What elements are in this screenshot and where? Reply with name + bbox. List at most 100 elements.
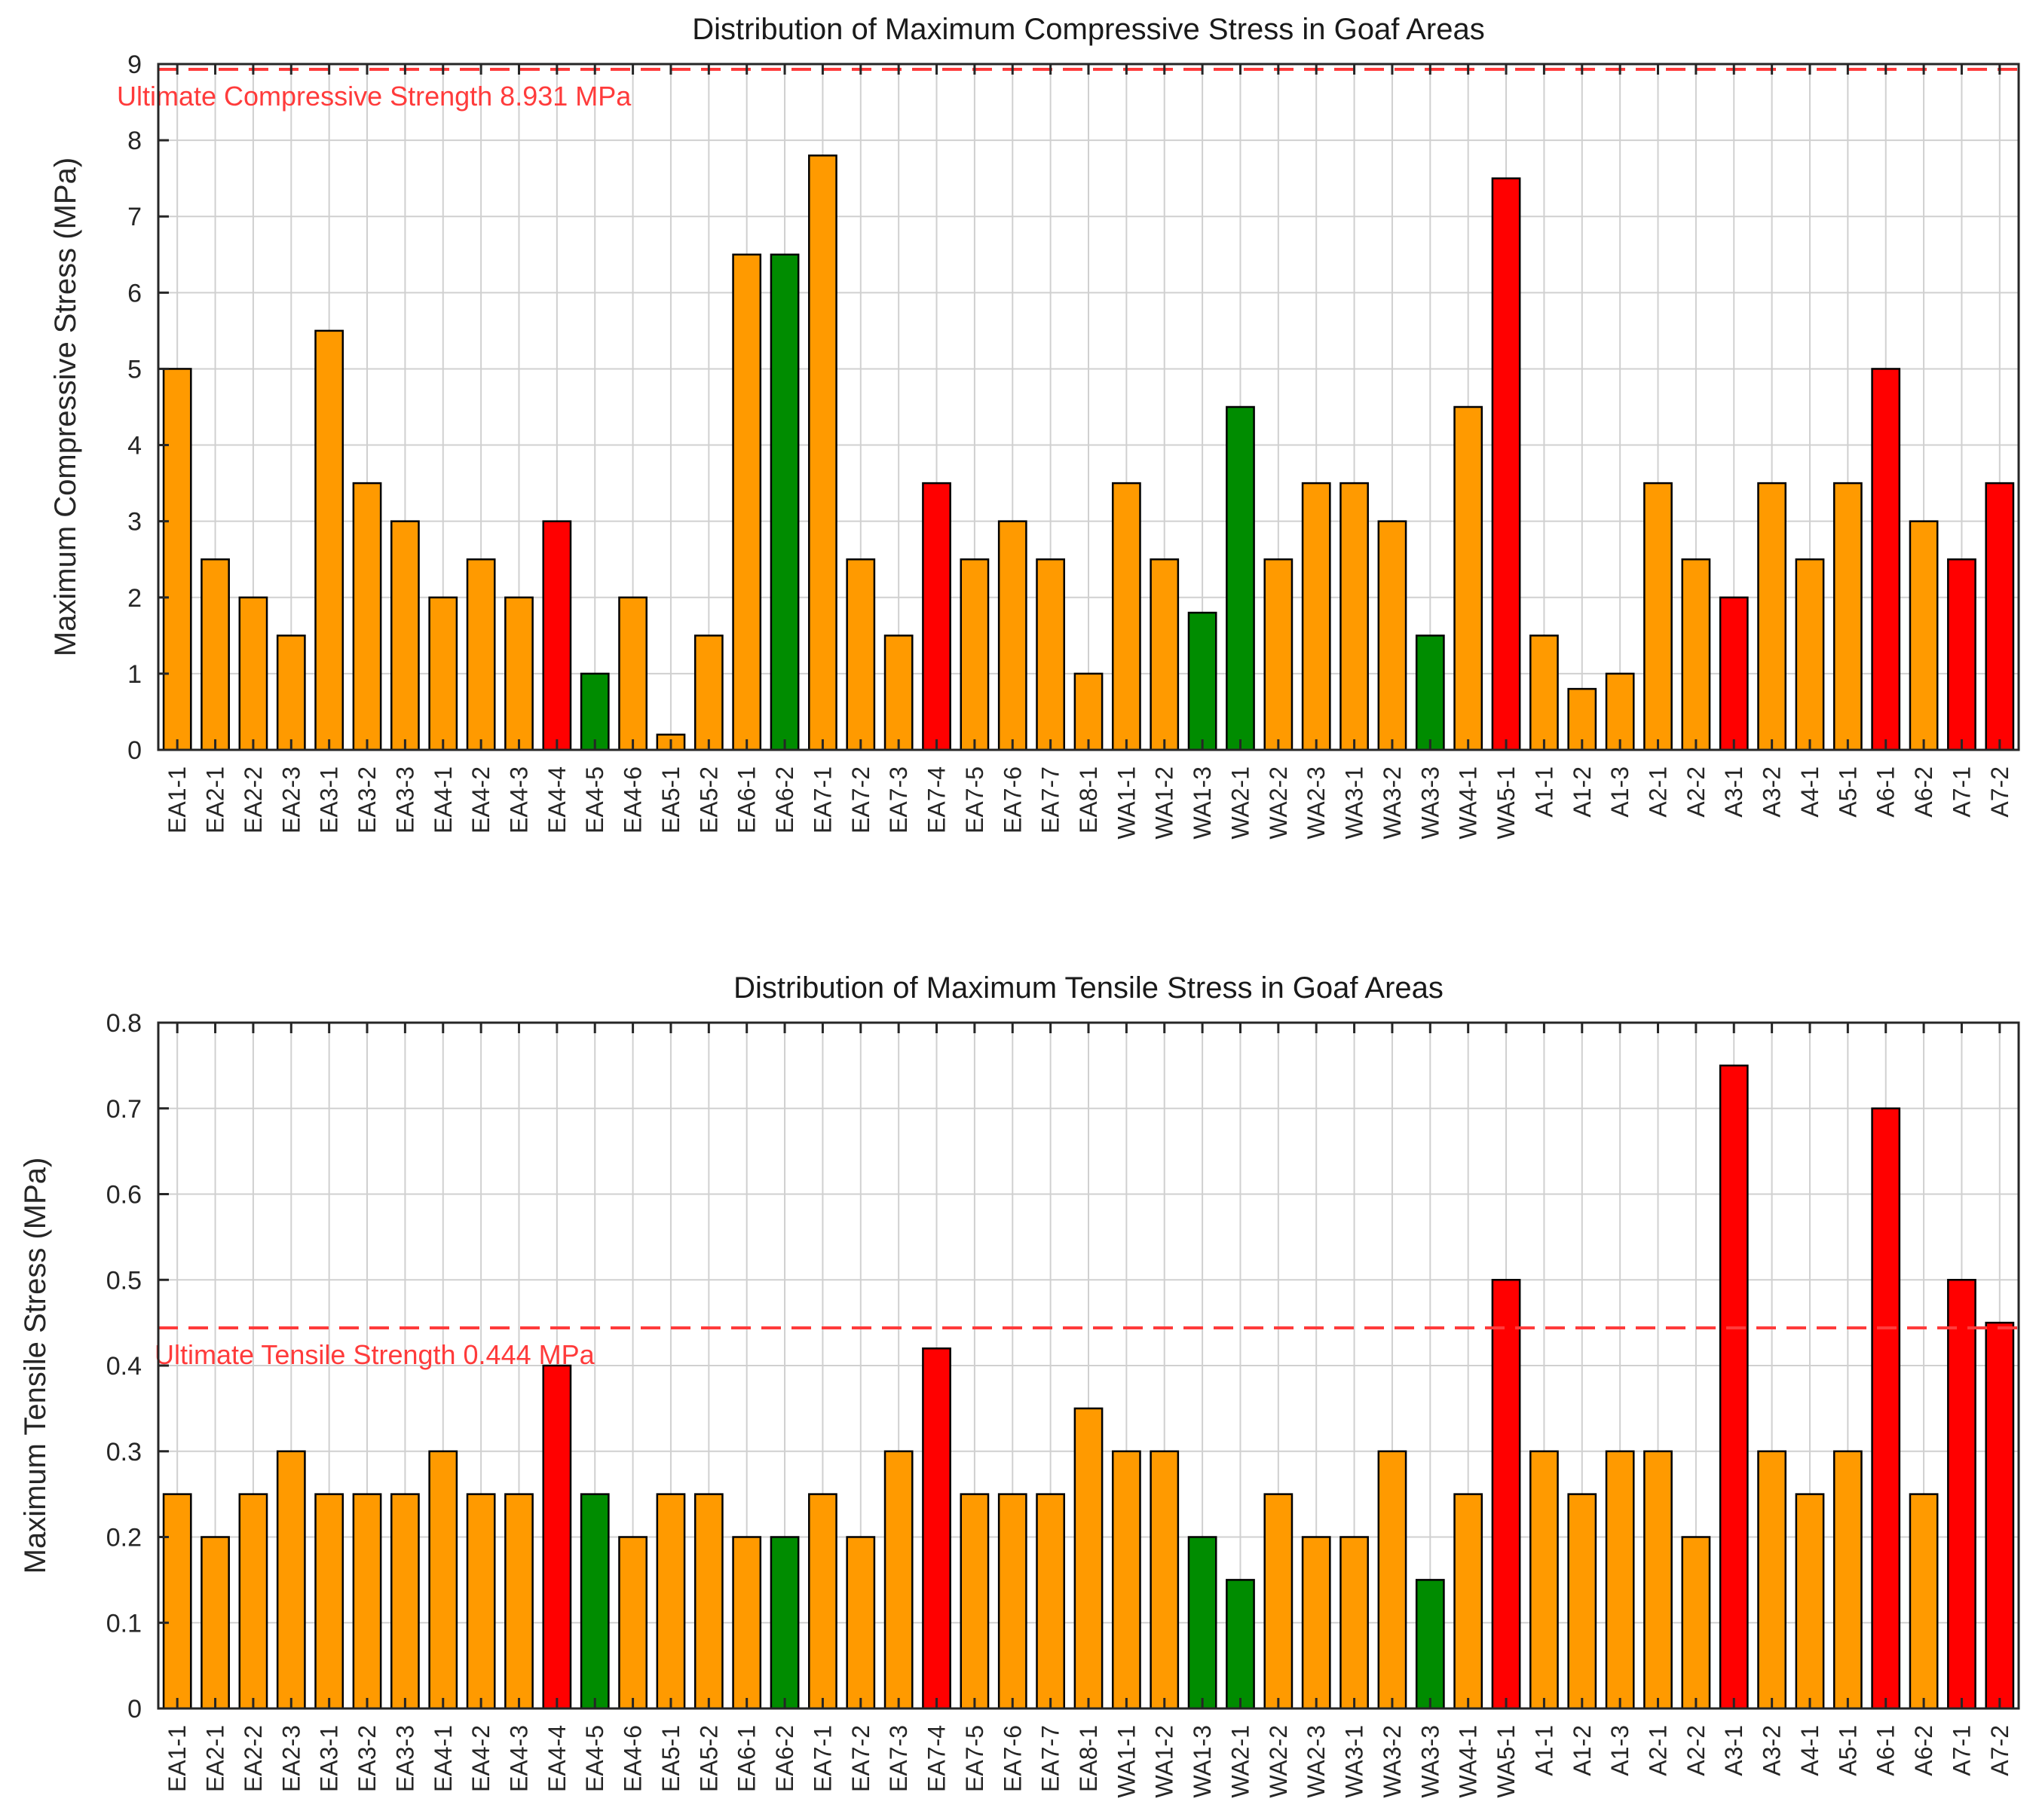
- tensile-category-label: A4-1: [1796, 1725, 1823, 1776]
- tensile-bar-a3-1: [1719, 1064, 1749, 1710]
- compressive-bar-a2-2: [1681, 558, 1711, 751]
- tensile-bar-a5-1: [1832, 1450, 1863, 1710]
- tensile-bar-ea6-1: [732, 1536, 762, 1710]
- compressive-bar-ea4-6: [618, 596, 648, 751]
- compressive-bar-wa1-1: [1111, 482, 1141, 751]
- compressive-category-label: EA7-3: [885, 766, 912, 834]
- compressive-category-label: A5-1: [1834, 766, 1861, 818]
- compressive-category-label: EA7-6: [999, 766, 1026, 834]
- compressive-bar-a1-1: [1529, 635, 1559, 751]
- tensile-bar-wa2-2: [1263, 1493, 1294, 1710]
- compressive-bar-ea7-2: [846, 558, 876, 751]
- compressive-category-label: WA2-2: [1265, 766, 1292, 840]
- compressive-bar-ea7-5: [960, 558, 990, 751]
- tensile-category-label: EA3-2: [354, 1725, 381, 1792]
- compressive-category-label: EA7-2: [847, 766, 874, 834]
- tensile-bar-a2-2: [1681, 1536, 1711, 1710]
- compressive-bar-ea3-3: [390, 520, 420, 751]
- compressive-bar-ea4-5: [580, 672, 610, 751]
- compressive-category-label: WA1-2: [1151, 766, 1178, 840]
- tensile-category-label: EA7-4: [923, 1725, 951, 1792]
- compressive-category-label: A1-2: [1569, 766, 1596, 818]
- tensile-bar-ea6-2: [770, 1536, 800, 1710]
- tensile-category-label: EA7-6: [999, 1725, 1026, 1792]
- tensile-category-label: EA4-6: [620, 1725, 647, 1792]
- tensile-bar-ea8-1: [1073, 1407, 1104, 1710]
- compressive-category-label: WA1-1: [1113, 766, 1140, 840]
- tensile-bar-wa2-1: [1226, 1579, 1255, 1710]
- tensile-bar-ea4-1: [428, 1450, 458, 1710]
- compressive-bar-wa3-2: [1377, 520, 1407, 751]
- compressive-category-label: WA5-1: [1493, 766, 1520, 840]
- tensile-category-label: EA4-5: [581, 1725, 608, 1792]
- compressive-bar-ea4-3: [504, 596, 534, 751]
- compressive-y-tick-label: 6: [127, 279, 142, 307]
- compressive-bar-a3-1: [1719, 596, 1749, 751]
- tensile-bar-ea4-5: [580, 1493, 610, 1710]
- compressive-category-label: EA2-3: [277, 766, 305, 834]
- tensile-category-label: WA3-2: [1379, 1725, 1406, 1798]
- compressive-bar-a7-2: [1985, 482, 2015, 751]
- tensile-bar-a7-2: [1985, 1321, 2015, 1710]
- tensile-category-label: A2-1: [1645, 1725, 1672, 1776]
- compressive-y-tick-label: 2: [127, 584, 142, 613]
- compressive-bar-wa3-3: [1415, 635, 1445, 751]
- tensile-y-tick-label: 0.8: [106, 1009, 142, 1038]
- tensile-category-label: EA8-1: [1075, 1725, 1102, 1792]
- tensile-y-tick-label: 0.3: [106, 1438, 142, 1467]
- tensile-bar-wa1-2: [1150, 1450, 1180, 1710]
- compressive-bar-a5-1: [1832, 482, 1863, 751]
- compressive-category-label: EA4-3: [505, 766, 532, 834]
- compressive-bar-a6-1: [1871, 368, 1901, 751]
- compressive-category-label: EA7-5: [961, 766, 988, 834]
- tensile-bar-ea7-2: [846, 1536, 876, 1710]
- compressive-bar-ea7-4: [922, 482, 951, 751]
- tensile-bar-ea3-1: [314, 1493, 344, 1710]
- compressive-category-label: EA3-2: [354, 766, 381, 834]
- compressive-bar-ea5-2: [693, 635, 724, 751]
- compressive-bar-ea8-1: [1073, 672, 1104, 751]
- compressive-category-label: EA4-2: [467, 766, 494, 834]
- tensile-bar-a2-1: [1643, 1450, 1673, 1710]
- tensile-category-label: EA7-3: [885, 1725, 912, 1792]
- tensile-category-label: EA7-5: [961, 1725, 988, 1792]
- tensile-category-label: A2-2: [1682, 1725, 1710, 1776]
- compressive-category-label: EA8-1: [1075, 766, 1102, 834]
- tensile-bar-a1-2: [1567, 1493, 1597, 1710]
- tensile-bar-a6-1: [1871, 1107, 1901, 1710]
- tensile-category-label: EA4-1: [430, 1725, 457, 1792]
- tensile-bar-wa1-1: [1111, 1450, 1141, 1710]
- tensile-category-label: WA4-1: [1455, 1725, 1482, 1798]
- compressive-bar-ea2-3: [276, 635, 306, 751]
- compressive-y-tick-label: 8: [127, 127, 142, 155]
- tensile-category-label: EA5-1: [657, 1725, 684, 1792]
- compressive-bar-wa2-1: [1226, 405, 1255, 751]
- tensile-category-label: A5-1: [1834, 1725, 1861, 1776]
- tensile-bar-ea3-3: [390, 1493, 420, 1710]
- compressive-bar-ea4-2: [466, 558, 496, 751]
- compressive-category-label: A3-2: [1759, 766, 1786, 818]
- tensile-bar-a6-2: [1909, 1493, 1939, 1710]
- tensile-bar-wa3-1: [1339, 1536, 1369, 1710]
- compressive-category-label: EA5-2: [695, 766, 722, 834]
- tensile-bar-ea7-6: [997, 1493, 1027, 1710]
- compressive-category-label: WA3-2: [1379, 766, 1406, 840]
- compressive-bar-a2-1: [1643, 482, 1673, 751]
- compressive-category-label: A2-1: [1645, 766, 1672, 818]
- tensile-bar-wa5-1: [1491, 1279, 1521, 1710]
- compressive-y-axis-label: Maximum Compressive Stress (MPa): [49, 158, 82, 656]
- compressive-category-label: A3-1: [1720, 766, 1747, 818]
- tensile-bar-a1-3: [1605, 1450, 1635, 1710]
- tensile-bar-a7-1: [1947, 1279, 1976, 1710]
- tensile-category-label: WA2-1: [1226, 1725, 1254, 1798]
- compressive-y-tick-label: 4: [127, 432, 142, 460]
- tensile-category-label: WA1-1: [1113, 1725, 1140, 1798]
- compressive-reference-label: Ultimate Compressive Strength 8.931 MPa: [117, 81, 632, 112]
- tensile-category-label: EA4-4: [543, 1725, 571, 1792]
- compressive-category-label: EA5-1: [657, 766, 684, 834]
- compressive-bar-a4-1: [1795, 558, 1825, 751]
- compressive-stress-chart: Ultimate Compressive Strength 8.931 MPa 0…: [49, 13, 2020, 840]
- tensile-bar-ea2-1: [201, 1536, 230, 1710]
- tensile-bar-ea7-7: [1036, 1493, 1066, 1710]
- compressive-bar-wa3-1: [1339, 482, 1369, 751]
